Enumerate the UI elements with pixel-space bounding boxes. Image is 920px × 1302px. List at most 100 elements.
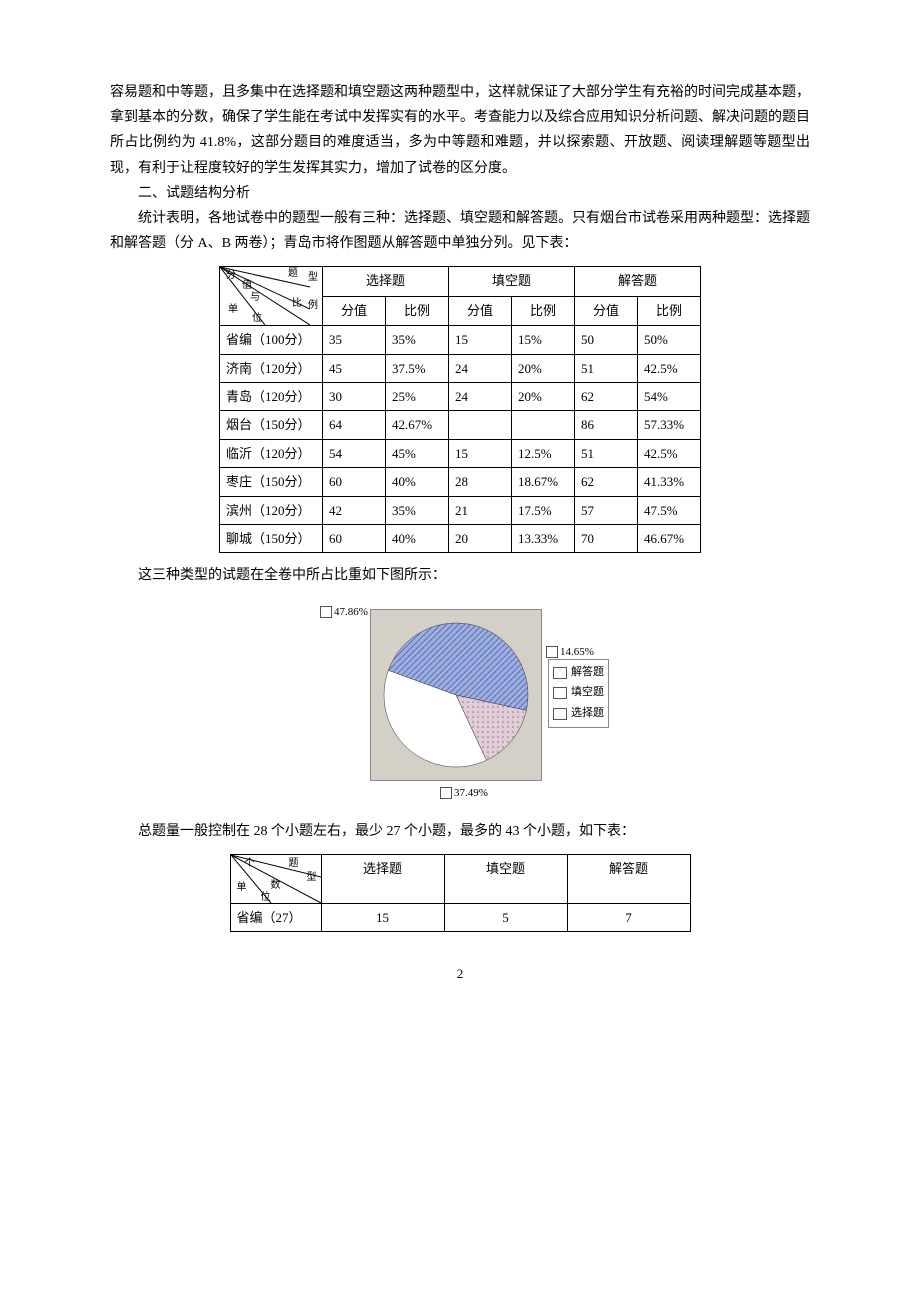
cell: 28 [449, 468, 512, 496]
cell [449, 411, 512, 439]
cell: 42 [323, 496, 386, 524]
diagonal-header-cell: 分 题 型 值 与 比 单 例 位 [220, 267, 323, 326]
cell: 54% [638, 383, 701, 411]
col-group-choice: 选择题 [323, 267, 449, 297]
cell: 42.67% [386, 411, 449, 439]
cell: 18.67% [512, 468, 575, 496]
pie-label-选择题: 37.49% [440, 784, 488, 804]
table-row: 临沂（120分）5445%1512.5%5142.5% [220, 439, 701, 467]
cell: 35 [323, 326, 386, 354]
sub-header: 比例 [638, 296, 701, 326]
row-name: 滨州（120分） [220, 496, 323, 524]
table-row: 聊城（150分）6040%2013.33%7046.67% [220, 525, 701, 553]
col-fill: 填空题 [444, 854, 567, 903]
row-name: 临沂（120分） [220, 439, 323, 467]
row-name: 枣庄（150分） [220, 468, 323, 496]
pie-chart: 解答题填空题选择题 47.86%14.65%37.49% [290, 599, 630, 799]
cell [512, 411, 575, 439]
cell: 15 [321, 903, 444, 931]
cell: 40% [386, 468, 449, 496]
pie-label-解答题: 47.86% [320, 603, 368, 623]
row-name: 济南（120分） [220, 354, 323, 382]
cell: 5 [444, 903, 567, 931]
paragraph-pie-intro: 这三种类型的试题在全卷中所占比重如下图所示： [110, 563, 810, 588]
pie-label-填空题: 14.65% [546, 643, 594, 663]
cell: 57 [575, 496, 638, 524]
legend-item: 选择题 [553, 704, 604, 724]
sub-header: 分值 [575, 296, 638, 326]
sub-header: 分值 [449, 296, 512, 326]
cell: 7 [567, 903, 690, 931]
cell: 15 [449, 326, 512, 354]
pie-legend: 解答题填空题选择题 [548, 659, 609, 728]
col-group-answer: 解答题 [575, 267, 701, 297]
cell: 35% [386, 496, 449, 524]
cell: 24 [449, 354, 512, 382]
table-row: 省编（100分）3535%1515%5050% [220, 326, 701, 354]
sub-header: 比例 [512, 296, 575, 326]
cell: 62 [575, 383, 638, 411]
cell: 60 [323, 525, 386, 553]
cell: 70 [575, 525, 638, 553]
table-row: 烟台（150分）6442.67% 8657.33% [220, 411, 701, 439]
cell: 60 [323, 468, 386, 496]
cell: 24 [449, 383, 512, 411]
cell: 46.67% [638, 525, 701, 553]
legend-item: 填空题 [553, 683, 604, 703]
cell: 20% [512, 354, 575, 382]
cell: 42.5% [638, 439, 701, 467]
cell: 15 [449, 439, 512, 467]
paragraph-intro: 容易题和中等题，且多集中在选择题和填空题这两种题型中，这样就保证了大部分学生有充… [110, 80, 810, 181]
page-number: 2 [110, 962, 810, 985]
paragraph-structure: 统计表明，各地试卷中的题型一般有三种：选择题、填空题和解答题。只有烟台市试卷采用… [110, 206, 810, 256]
cell: 25% [386, 383, 449, 411]
row-name: 省编（27） [230, 903, 321, 931]
cell: 50% [638, 326, 701, 354]
cell: 15% [512, 326, 575, 354]
table-row: 济南（120分）4537.5%2420%5142.5% [220, 354, 701, 382]
paragraph-count-intro: 总题量一般控制在 28 个小题左右，最少 27 个小题，最多的 43 个小题，如… [110, 819, 810, 844]
row-name: 青岛（120分） [220, 383, 323, 411]
table-row: 省编（27）1557 [230, 903, 690, 931]
table-row: 枣庄（150分）6040%2818.67%6241.33% [220, 468, 701, 496]
score-distribution-table: 分 题 型 值 与 比 单 例 位 选择题 填空题 解答题 分值比例分值比例分值… [219, 266, 701, 553]
heading-section-2: 二、试题结构分析 [110, 181, 810, 206]
cell: 12.5% [512, 439, 575, 467]
cell: 20 [449, 525, 512, 553]
cell: 21 [449, 496, 512, 524]
pie-background [370, 609, 542, 781]
cell: 51 [575, 354, 638, 382]
cell: 42.5% [638, 354, 701, 382]
diagonal-header-cell-2: 个 题 型 数 单 位 [230, 854, 321, 903]
cell: 40% [386, 525, 449, 553]
cell: 13.33% [512, 525, 575, 553]
col-answer: 解答题 [567, 854, 690, 903]
cell: 54 [323, 439, 386, 467]
table-row: 青岛（120分）3025%2420%6254% [220, 383, 701, 411]
legend-item: 解答题 [553, 663, 604, 683]
cell: 35% [386, 326, 449, 354]
sub-header: 分值 [323, 296, 386, 326]
cell: 30 [323, 383, 386, 411]
cell: 41.33% [638, 468, 701, 496]
cell: 57.33% [638, 411, 701, 439]
sub-header: 比例 [386, 296, 449, 326]
cell: 86 [575, 411, 638, 439]
cell: 17.5% [512, 496, 575, 524]
cell: 47.5% [638, 496, 701, 524]
row-name: 聊城（150分） [220, 525, 323, 553]
cell: 45 [323, 354, 386, 382]
cell: 64 [323, 411, 386, 439]
col-choice: 选择题 [321, 854, 444, 903]
cell: 20% [512, 383, 575, 411]
col-group-fill: 填空题 [449, 267, 575, 297]
cell: 62 [575, 468, 638, 496]
cell: 45% [386, 439, 449, 467]
question-count-table: 个 题 型 数 单 位 选择题 填空题 解答题 省编（27）1557 [230, 854, 691, 932]
row-name: 省编（100分） [220, 326, 323, 354]
cell: 51 [575, 439, 638, 467]
cell: 37.5% [386, 354, 449, 382]
row-name: 烟台（150分） [220, 411, 323, 439]
table-row: 滨州（120分）4235%2117.5%5747.5% [220, 496, 701, 524]
cell: 50 [575, 326, 638, 354]
